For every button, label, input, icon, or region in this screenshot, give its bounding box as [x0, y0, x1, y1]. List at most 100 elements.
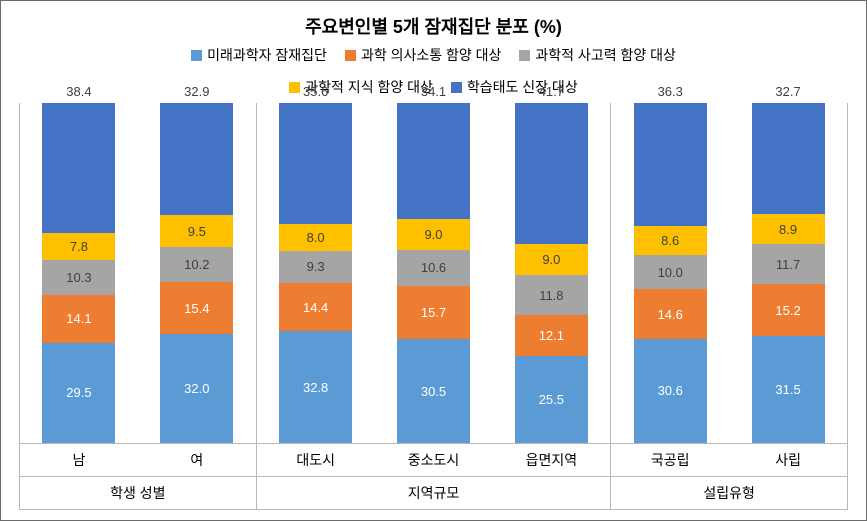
bar-value-label: 38.4 [66, 84, 91, 99]
bar-segment: 34.1 [397, 103, 470, 219]
bar-segment: 15.4 [160, 282, 233, 334]
bar-segment: 14.6 [634, 289, 707, 339]
group-label: 학생 성별 [19, 477, 256, 510]
category-group: 대도시중소도시읍면지역 [256, 443, 611, 477]
bar-group: 32.814.49.38.035.630.515.710.69.034.125.… [256, 103, 611, 443]
stacked-bar: 32.0 15.4 10.2 9.5 32.9 [160, 103, 233, 443]
group-axis: 학생 성별지역규모설립유형 [19, 477, 848, 510]
bar-segment: 29.5 [42, 343, 115, 443]
bar-value-label: 9.5 [188, 224, 206, 239]
bar-segment: 15.2 [752, 284, 825, 336]
bar-segment: 30.6 [634, 339, 707, 443]
bar-segment: 9.3 [279, 251, 352, 283]
bar-group: 30.6 14.6 10.0 8.6 36.3 31.515.2 11.7 8.9 32.7 [610, 103, 848, 443]
bar-value-label: 9.3 [307, 259, 325, 274]
legend-label: 미래과학자 잠재집단 [207, 45, 327, 65]
bar-value-label: 9.0 [542, 252, 560, 267]
bar-group: 29.5 14.1 10.3 7.8 38.4 32.0 15.4 10.2 9.5 32.9 [19, 103, 256, 443]
bar-segment: 12.1 [515, 315, 588, 356]
bar-segment: 11.8 [515, 275, 588, 315]
bar-value-label: 32.9 [184, 84, 209, 99]
bar-segment: 9.0 [397, 219, 470, 250]
bar-segment: 41.7 [515, 103, 588, 245]
bar-value-label: 25.5 [539, 392, 564, 407]
bar-segment: 32.8 [279, 331, 352, 443]
bar-value-label: 35.6 [303, 84, 328, 99]
bar-slot: 30.6 14.6 10.0 8.6 36.3 [611, 103, 729, 443]
bar-value-label: 34.1 [421, 84, 446, 99]
stacked-bar: 30.6 14.6 10.0 8.6 36.3 [634, 103, 707, 443]
bar-value-label: 36.3 [658, 84, 683, 99]
bar-segment: 10.3 [42, 260, 115, 295]
legend-label: 과학 의사소통 함양 대상 [361, 45, 501, 65]
bar-value-label: 7.8 [70, 239, 88, 254]
bar-segment: 11.7 [752, 244, 825, 284]
bar-segment: 7.8 [42, 233, 115, 260]
bar-segment: 25.5 [515, 356, 588, 443]
category-label: 여 [138, 443, 256, 477]
category-label: 대도시 [257, 443, 375, 477]
bar-value-label: 10.6 [421, 260, 446, 275]
legend-swatch [345, 50, 356, 61]
bar-segment: 15.7 [397, 286, 470, 339]
bar-value-label: 8.6 [661, 233, 679, 248]
category-label: 남 [20, 443, 138, 477]
bar-value-label: 30.5 [421, 384, 446, 399]
stacked-bar: 31.515.2 11.7 8.9 32.7 [752, 103, 825, 443]
bar-segment: 8.9 [752, 214, 825, 244]
chart-title: 주요변인별 5개 잠재집단 분포 (%) [5, 5, 862, 43]
bar-segment: 9.0 [515, 244, 588, 275]
bar-value-label: 8.0 [307, 230, 325, 245]
category-label: 중소도시 [375, 443, 493, 477]
bar-value-label: 9.0 [424, 227, 442, 242]
bar-segment: 30.5 [397, 339, 470, 443]
bar-value-label: 41.7 [539, 84, 564, 99]
bar-segment: 32.7 [752, 103, 825, 214]
bar-value-label: 10.3 [66, 270, 91, 285]
bar-segment: 10.0 [634, 255, 707, 289]
bar-segment: 10.2 [160, 247, 233, 282]
bar-value-label: 29.5 [66, 385, 91, 400]
legend-item: 미래과학자 잠재집단 [191, 45, 327, 65]
category-axis: 남여대도시중소도시읍면지역국공립사립 [19, 443, 848, 477]
legend-swatch [289, 82, 300, 93]
category-label: 국공립 [611, 443, 729, 477]
legend-item: 과학 의사소통 함양 대상 [345, 45, 501, 65]
stacked-bar: 30.5 15.7 10.6 9.0 34.1 [397, 103, 470, 443]
category-group: 국공립사립 [610, 443, 848, 477]
legend-swatch [451, 82, 462, 93]
bar-value-label: 15.4 [184, 301, 209, 316]
category-label: 사립 [729, 443, 847, 477]
bar-value-label: 11.7 [776, 257, 800, 272]
bar-value-label: 14.4 [303, 300, 328, 315]
bar-segment: 9.5 [160, 215, 233, 247]
legend-swatch [191, 50, 202, 61]
bar-segment: 32.9 [160, 103, 233, 215]
bar-segment: 38.4 [42, 103, 115, 234]
bar-value-label: 11.8 [539, 288, 563, 303]
bar-segment: 10.6 [397, 250, 470, 286]
bar-segment: 31.5 [752, 336, 825, 443]
bar-value-label: 8.9 [779, 222, 797, 237]
bar-value-label: 30.6 [658, 383, 683, 398]
category-label: 읍면지역 [492, 443, 610, 477]
legend-swatch [519, 50, 530, 61]
plot-area: 29.514.110.37.838.432.015.410.29.532.932… [19, 103, 848, 443]
category-group: 남여 [19, 443, 256, 477]
bar-value-label: 32.0 [184, 381, 209, 396]
bar-segment: 8.0 [279, 224, 352, 251]
legend-label: 과학적 사고력 함양 대상 [535, 45, 675, 65]
bar-value-label: 14.6 [658, 307, 683, 322]
bar-value-label: 32.8 [303, 380, 328, 395]
bar-segment: 14.1 [42, 295, 115, 343]
bar-slot: 29.5 14.1 10.3 7.8 38.4 [20, 103, 138, 443]
bar-value-label: 10.0 [658, 265, 683, 280]
group-label: 지역규모 [256, 477, 611, 510]
bar-segment: 36.3 [634, 103, 707, 226]
group-label: 설립유형 [610, 477, 848, 510]
bar-value-label: 10.2 [184, 257, 209, 272]
chart-container: 주요변인별 5개 잠재집단 분포 (%) 미래과학자 잠재집단 과학 의사소통 함… [0, 0, 867, 521]
bar-segment: 32.0 [160, 334, 233, 443]
bar-slot: 32.0 15.4 10.2 9.5 32.9 [138, 103, 256, 443]
bar-value-label: 32.7 [775, 84, 800, 99]
